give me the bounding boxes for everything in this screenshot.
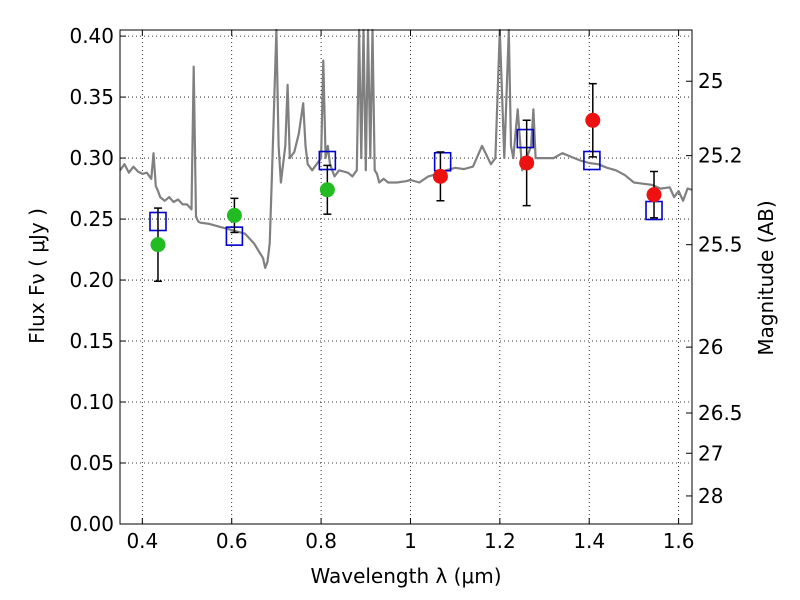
y-tick-label: 0.05 (69, 451, 114, 475)
right-tick-label: 25 (698, 69, 723, 93)
right-axis-label: Magnitude (AB) (754, 200, 778, 355)
red-data-point (432, 168, 448, 184)
y-tick-label: 0.30 (69, 146, 114, 170)
right-tick-label: 26 (698, 335, 723, 359)
x-tick-label: 1.2 (484, 529, 516, 553)
y-tick-label: 0.35 (69, 85, 114, 109)
green-data-point (226, 207, 242, 223)
red-data-point (646, 187, 662, 203)
x-tick-label: 0.4 (126, 529, 158, 553)
y-tick-label: 0.15 (69, 329, 114, 353)
axis-ticks: 0.4 0.6 0.8 1 1.2 1.4 1.6 0.00 0.05 0.10 0.15 0.20 0… (69, 24, 742, 553)
right-tick-label: 28 (698, 484, 723, 508)
y-axis-label: Flux Fν ( μJy ) (25, 208, 49, 344)
x-tick-label: 1 (404, 529, 417, 553)
red-data-point (519, 155, 535, 171)
grid-lines (120, 30, 692, 525)
x-tick-label: 1.4 (573, 529, 605, 553)
photometry-points-series (150, 82, 662, 283)
green-data-point (319, 182, 335, 198)
x-tick-label: 1.6 (663, 529, 695, 553)
x-tick-label: 0.8 (305, 529, 337, 553)
y-tick-label: 0.20 (69, 268, 114, 292)
red-data-point (585, 112, 601, 128)
right-tick-label: 25.5 (698, 233, 743, 257)
model-square-marker (516, 128, 535, 149)
right-tick-label: 26.5 (698, 401, 743, 425)
model-square-marker (433, 151, 452, 172)
x-axis-label: Wavelength λ (μm) (310, 564, 501, 588)
model-square-marker (583, 150, 601, 171)
right-tick-label: 27 (698, 441, 723, 465)
y-tick-label: 0.00 (69, 512, 114, 536)
right-tick-label: 25.2 (698, 144, 743, 168)
model-squares-series (149, 128, 663, 246)
plot-area-frame (119, 29, 693, 525)
green-data-point (150, 237, 166, 253)
x-tick-label: 0.6 (216, 529, 248, 553)
y-tick-label: 0.10 (69, 390, 114, 414)
spectrum-series (119, 28, 693, 269)
y-tick-label: 0.40 (69, 24, 114, 48)
spectrum-line (119, 28, 693, 269)
y-tick-label: 0.25 (69, 207, 114, 231)
